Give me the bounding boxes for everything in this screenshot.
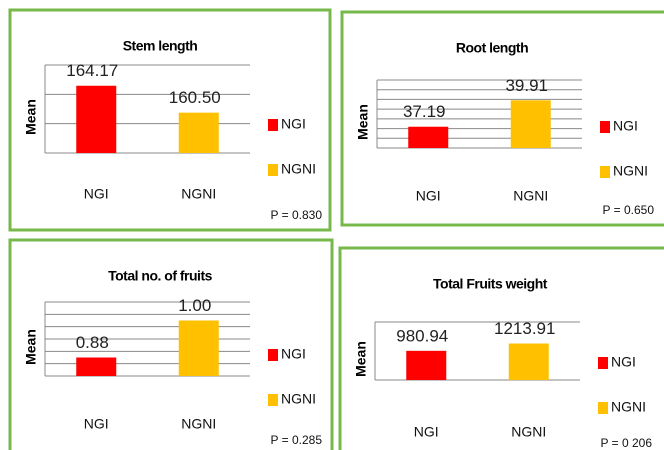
y-axis-label: Mean — [23, 329, 39, 365]
value-label: 0.88 — [76, 333, 109, 352]
chart-title: Total no. of fruits — [108, 268, 212, 284]
legend-label: NGI — [611, 354, 636, 370]
chart-title: Total Fruits weight — [433, 276, 548, 292]
x-tick-label: NGNI — [513, 188, 548, 204]
value-label: 160.50 — [169, 88, 221, 107]
bar — [408, 126, 449, 148]
legend-label: NGNI — [611, 399, 646, 415]
chart-panel: Root length Mean 37.19 NGI NGI 39.91 NGNI NGNI P… — [340, 10, 664, 227]
legend-label: NGNI — [281, 161, 316, 177]
legend-label: NGI — [281, 116, 306, 132]
x-tick-label: NGI — [414, 424, 439, 440]
chart-panel: Stem length Mean 164.17 NGI NGI 160.50 NGNI NGN… — [8, 8, 332, 232]
bar — [76, 85, 117, 153]
x-tick-label: NGNI — [181, 186, 216, 202]
y-axis-label: Mean — [353, 341, 369, 377]
value-label: 39.91 — [505, 76, 548, 95]
p-value-note: P = 0.830 — [271, 208, 323, 222]
x-tick-label: NGI — [84, 186, 109, 202]
legend-label: NGI — [281, 346, 306, 362]
p-value-note: P = 0.285 — [271, 433, 323, 447]
panel-border — [8, 238, 334, 450]
x-tick-label: NGNI — [181, 416, 216, 432]
bar — [406, 350, 447, 380]
value-label: 37.19 — [403, 102, 446, 121]
p-value-note: P = 0 206 — [601, 436, 653, 450]
bar — [178, 112, 219, 153]
value-label: 1213.91 — [494, 319, 555, 338]
y-axis-label: Mean — [23, 99, 39, 135]
chart-title: Stem length — [123, 38, 198, 54]
x-tick-label: NGI — [84, 416, 109, 432]
p-value-note: P = 0.650 — [603, 203, 655, 217]
y-axis-label: Mean — [355, 104, 371, 140]
legend-swatch — [600, 121, 610, 133]
panel-border — [338, 246, 664, 450]
legend-swatch — [268, 349, 278, 361]
x-tick-label: NGI — [416, 188, 441, 204]
legend-swatch — [598, 357, 608, 369]
legend-label: NGNI — [281, 391, 316, 407]
legend-swatch — [598, 402, 608, 414]
x-tick-label: NGNI — [511, 424, 546, 440]
bar — [76, 357, 117, 376]
legend-label: NGNI — [613, 163, 648, 179]
bar — [508, 343, 549, 380]
value-label: 980.94 — [396, 326, 448, 345]
legend-swatch — [600, 166, 610, 178]
bar — [178, 320, 219, 376]
value-label: 1.00 — [178, 296, 211, 315]
legend-label: NGI — [613, 118, 638, 134]
chart-panel: Total Fruits weight Mean 980.94 NGI NGI 1213.… — [338, 246, 664, 450]
bar — [510, 100, 551, 148]
legend-swatch — [268, 164, 278, 176]
legend-swatch — [268, 119, 278, 131]
legend-swatch — [268, 394, 278, 406]
chart-panel: Total no. of fruits Mean 0.88 NGI NGI 1.00 NGN… — [8, 238, 334, 450]
value-label: 164.17 — [66, 61, 118, 80]
chart-title: Root length — [456, 40, 528, 56]
